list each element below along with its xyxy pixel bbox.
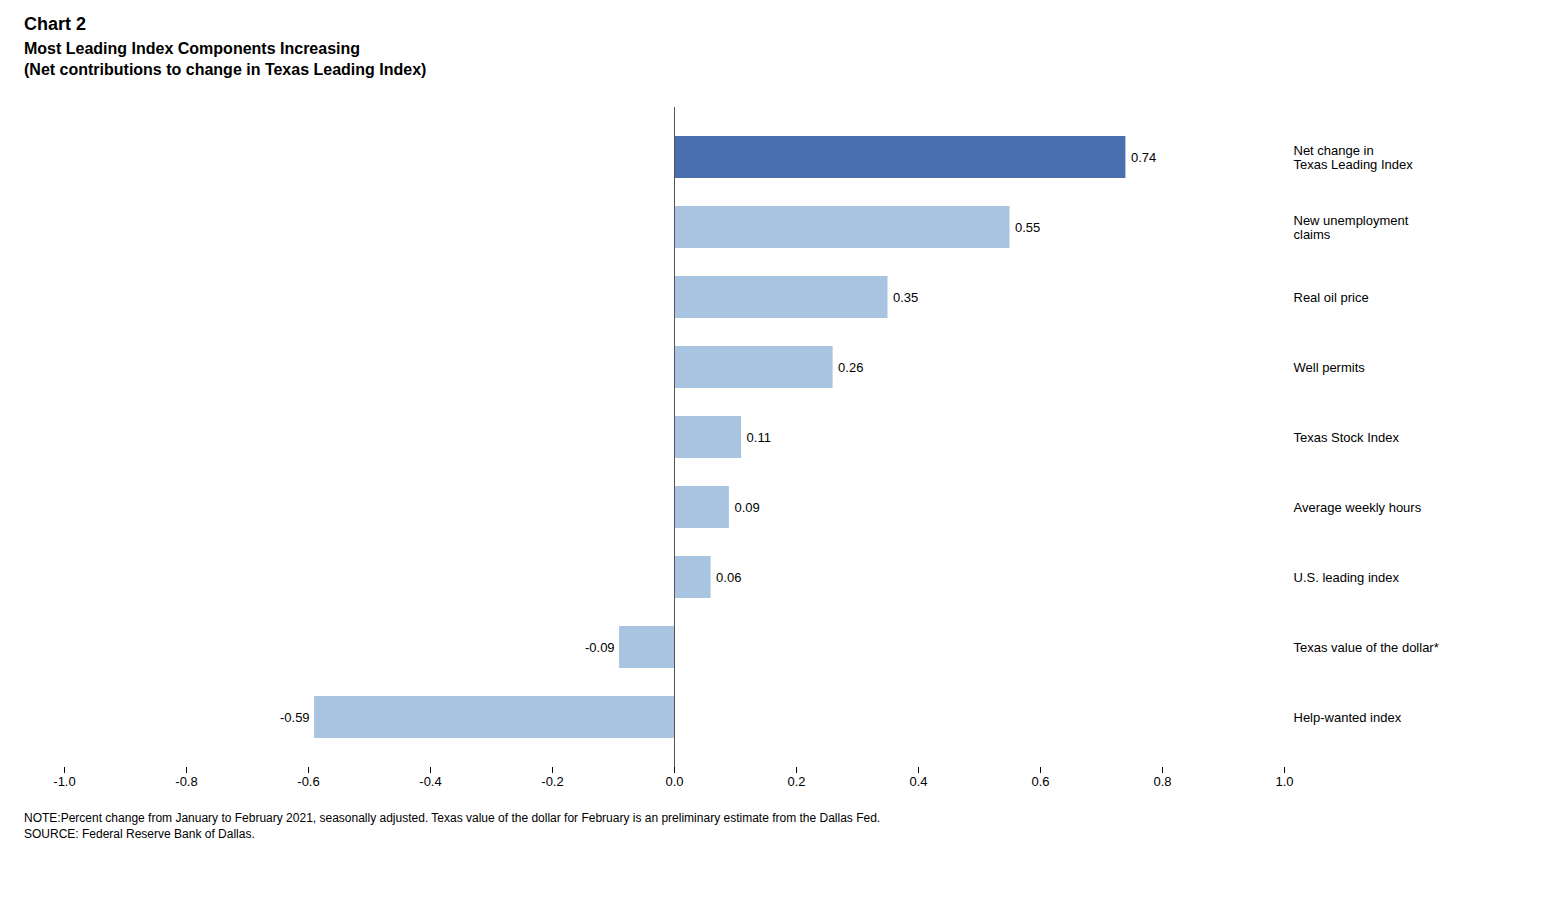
html-text:SOURCE: Federal Reserve Bank o: SOURCE: Federal Reserve Bank of Dallas. bbox=[24, 826, 255, 841]
svg-text:0.09: 0.09 bbox=[734, 499, 759, 514]
svg-text:1.0: 1.0 bbox=[1275, 773, 1293, 788]
svg-text:-0.6: -0.6 bbox=[297, 773, 319, 788]
svg-text:0.8: 0.8 bbox=[1153, 773, 1171, 788]
svg-text:-0.8: -0.8 bbox=[175, 773, 197, 788]
html-text:Chart 2: Chart 2 bbox=[24, 14, 86, 34]
svg-text:Texas value of the dollar*: Texas value of the dollar* bbox=[1294, 640, 1439, 655]
svg-text:0.6: 0.6 bbox=[1031, 773, 1049, 788]
svg-text:0.74: 0.74 bbox=[1131, 149, 1156, 164]
svg-text:Net change inTexas Leading Ind: Net change inTexas Leading Index bbox=[1294, 143, 1414, 172]
svg-text:0.35: 0.35 bbox=[893, 289, 918, 304]
svg-text:Real oil price: Real oil price bbox=[1294, 290, 1369, 305]
html-text:NOTE:Percent change from Janua: NOTE:Percent change from January to Febr… bbox=[24, 810, 881, 825]
svg-text:0.4: 0.4 bbox=[909, 773, 927, 788]
svg-text:-0.09: -0.09 bbox=[585, 639, 615, 654]
svg-text:-0.2: -0.2 bbox=[541, 773, 563, 788]
svg-text:-0.4: -0.4 bbox=[419, 773, 441, 788]
svg-text:U.S. leading index: U.S. leading index bbox=[1294, 570, 1400, 585]
svg-text:New unemploymentclaims: New unemploymentclaims bbox=[1294, 213, 1409, 242]
svg-text:0.0: 0.0 bbox=[665, 773, 683, 788]
svg-text:0.11: 0.11 bbox=[747, 429, 771, 444]
svg-text:0.26: 0.26 bbox=[838, 359, 863, 374]
html-text:Most Leading Index Components: Most Leading Index Components Increasing… bbox=[24, 40, 427, 78]
svg-text:Well permits: Well permits bbox=[1294, 360, 1366, 375]
svg-text:0.2: 0.2 bbox=[787, 773, 805, 788]
svg-text:0.06: 0.06 bbox=[716, 569, 741, 584]
svg-text:Texas Stock Index: Texas Stock Index bbox=[1294, 430, 1400, 445]
svg-text:0.55: 0.55 bbox=[1015, 219, 1040, 234]
svg-text:Help-wanted index: Help-wanted index bbox=[1294, 710, 1402, 725]
svg-text:-0.59: -0.59 bbox=[280, 709, 310, 724]
svg-text:-1.0: -1.0 bbox=[53, 773, 75, 788]
svg-text:Average weekly hours: Average weekly hours bbox=[1294, 500, 1422, 515]
